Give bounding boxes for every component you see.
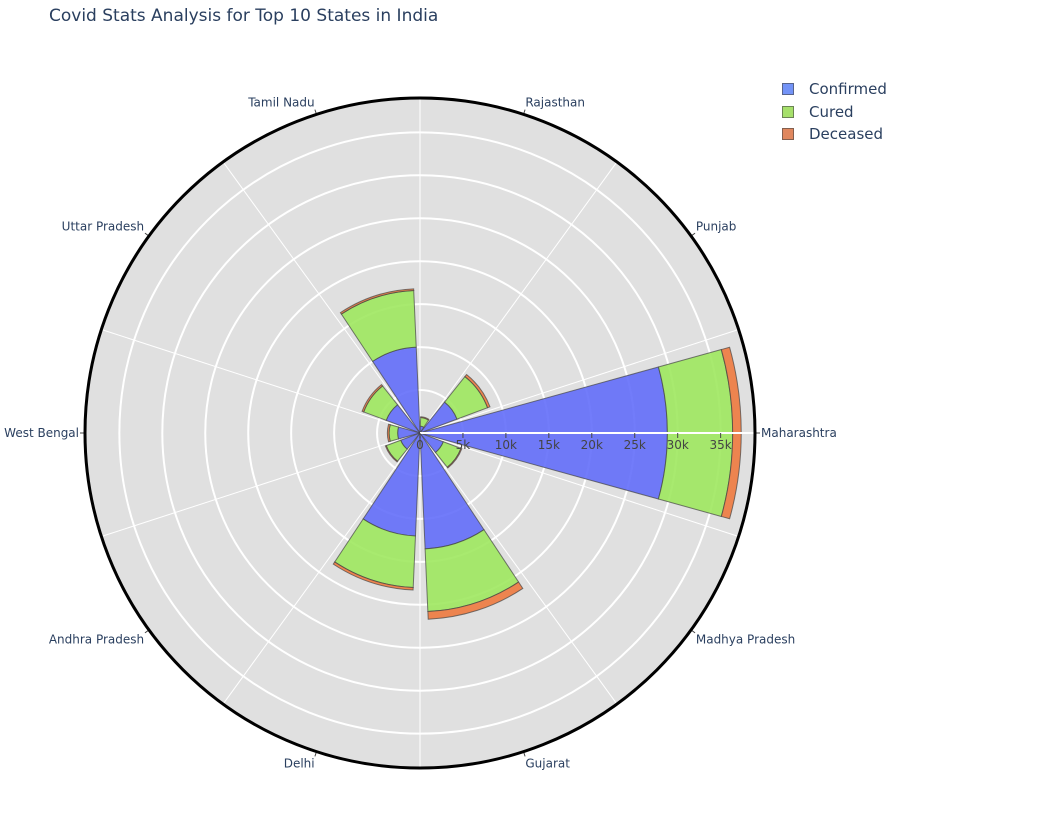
category-label-rajasthan: Rajasthan bbox=[525, 96, 585, 110]
radial-tick-label: 20k bbox=[581, 438, 603, 452]
bar-deceased-rajasthan[interactable] bbox=[420, 416, 430, 421]
bar-deceased-punjab[interactable] bbox=[464, 373, 491, 409]
legend-item-confirmed[interactable]: Confirmed bbox=[782, 78, 887, 101]
bar-deceased-maharashtra[interactable] bbox=[720, 346, 742, 520]
category-labels: Maharashtra Punjab Rajasthan Tamil Nadu Utta… bbox=[4, 96, 837, 771]
radial-tick-label: 30k bbox=[667, 438, 689, 452]
radial-tick-label: 15k bbox=[538, 438, 560, 452]
category-label-uttar-pradesh: Uttar Pradesh bbox=[62, 220, 144, 234]
legend-label-confirmed: Confirmed bbox=[809, 80, 887, 99]
angular-grid-line bbox=[222, 161, 421, 434]
radial-tick-label: 25k bbox=[624, 438, 646, 452]
angular-grid-line bbox=[101, 329, 421, 434]
bar-deceased-uttar-pradesh[interactable] bbox=[361, 383, 384, 413]
angular-grid-line bbox=[419, 161, 618, 434]
legend-swatch-confirmed bbox=[782, 83, 794, 96]
radial-tick-label: 35k bbox=[710, 438, 732, 452]
legend-item-deceased[interactable]: Deceased bbox=[782, 123, 887, 146]
polar-outer-border bbox=[83, 96, 757, 770]
angular-grid-line bbox=[419, 432, 618, 705]
category-label-gujarat: Gujarat bbox=[525, 756, 570, 770]
category-label-delhi: Delhi bbox=[284, 756, 315, 770]
category-label-andhra-pradesh: Andhra Pradesh bbox=[49, 632, 144, 646]
category-label-west-bengal: West Bengal bbox=[4, 426, 79, 440]
angular-grid-line bbox=[101, 432, 421, 537]
category-label-maharashtra: Maharashtra bbox=[761, 426, 837, 440]
legend-swatch-deceased bbox=[782, 128, 794, 141]
radial-tick-label: 5k bbox=[456, 438, 471, 452]
category-label-tamil-nadu: Tamil Nadu bbox=[247, 96, 314, 110]
legend[interactable]: Confirmed Cured Deceased bbox=[782, 78, 887, 146]
chart-title: Covid Stats Analysis for Top 10 States i… bbox=[49, 6, 439, 26]
legend-label-cured: Cured bbox=[809, 102, 854, 121]
legend-swatch-cured bbox=[782, 105, 794, 118]
radial-tick-label: 0 bbox=[416, 438, 424, 452]
polar-frame bbox=[83, 96, 757, 770]
angular-grid-line bbox=[222, 432, 421, 705]
radial-tick-label: 10k bbox=[495, 438, 517, 452]
angular-grid-line bbox=[419, 432, 739, 537]
bar-deceased-delhi[interactable] bbox=[332, 561, 414, 591]
bar-deceased-madhya-pradesh[interactable] bbox=[446, 447, 463, 469]
category-label-madhya-pradesh: Madhya Pradesh bbox=[696, 632, 795, 646]
bar-cured-west-bengal[interactable] bbox=[388, 424, 400, 442]
angular-grid-line bbox=[419, 329, 739, 434]
bar-deceased-andhra-pradesh[interactable] bbox=[384, 445, 399, 463]
legend-label-deceased: Deceased bbox=[809, 125, 884, 144]
category-label-punjab: Punjab bbox=[696, 220, 737, 234]
bar-deceased-tamil-nadu[interactable] bbox=[339, 288, 415, 315]
bar-deceased-gujarat[interactable] bbox=[427, 581, 524, 620]
legend-item-cured[interactable]: Cured bbox=[782, 101, 887, 124]
bar-deceased-west-bengal[interactable] bbox=[386, 423, 391, 443]
radial-ticks: 0 5k 10k 15k 20k 25k 30k 35k bbox=[416, 432, 755, 452]
